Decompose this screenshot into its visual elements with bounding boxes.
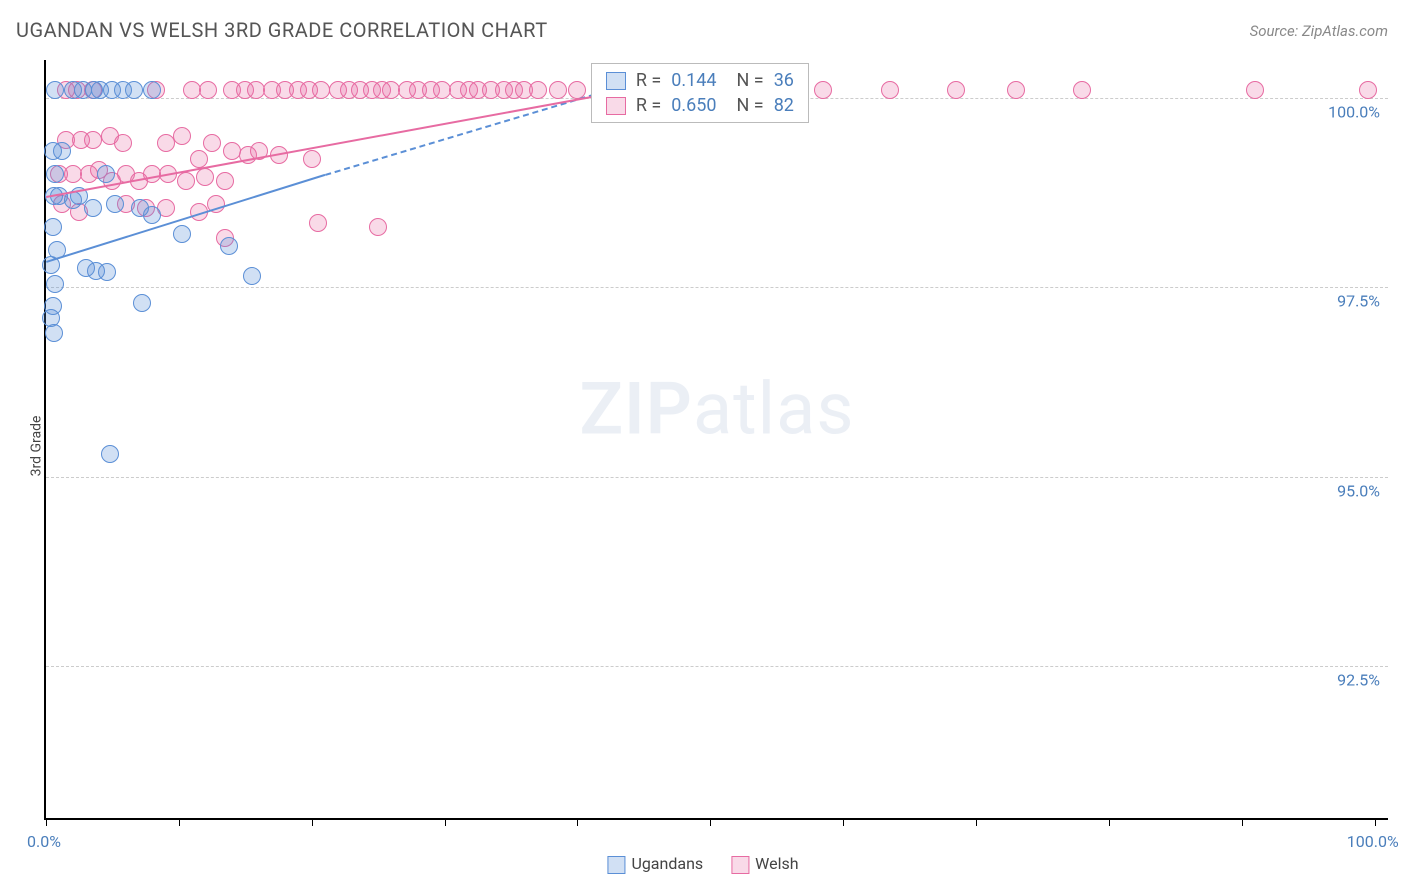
data-point-welsh — [173, 127, 191, 145]
data-point-welsh — [529, 81, 547, 99]
data-point-ugandans — [106, 195, 124, 213]
legend-item-ugandans: Ugandans — [607, 854, 703, 874]
stats-swatch-ugandans — [606, 72, 626, 90]
data-point-welsh — [177, 172, 195, 190]
data-point-ugandans — [97, 165, 115, 183]
stats-r-value: 0.144 — [671, 70, 716, 91]
data-point-ugandans — [143, 81, 161, 99]
x-tick — [843, 818, 844, 826]
x-tick — [710, 818, 711, 826]
legend-swatch-ugandans — [607, 856, 625, 874]
data-point-welsh — [312, 81, 330, 99]
x-tick-label-left: 0.0% — [27, 832, 61, 851]
data-point-ugandans — [243, 267, 261, 285]
x-tick — [46, 818, 47, 826]
data-point-ugandans — [46, 165, 64, 183]
y-gridline — [46, 477, 1388, 478]
legend-label: Welsh — [755, 854, 798, 873]
data-point-welsh — [203, 134, 221, 152]
y-gridline — [46, 666, 1388, 667]
data-point-welsh — [881, 81, 899, 99]
data-point-welsh — [84, 131, 102, 149]
data-point-welsh — [369, 218, 387, 236]
data-point-welsh — [1359, 81, 1377, 99]
data-point-ugandans — [98, 263, 116, 281]
x-tick — [445, 818, 446, 826]
data-point-welsh — [114, 134, 132, 152]
stats-r-value: 0.650 — [671, 95, 716, 116]
stats-n-value: 82 — [774, 95, 794, 116]
stats-n-label: N = — [737, 70, 764, 91]
legend-swatch-welsh — [731, 856, 749, 874]
y-gridline — [46, 287, 1388, 288]
data-point-welsh — [1007, 81, 1025, 99]
data-point-welsh — [216, 172, 234, 190]
x-tick-label-right: 100.0% — [1347, 832, 1399, 851]
data-point-welsh — [1246, 81, 1264, 99]
stats-r-label: R = — [636, 70, 661, 91]
data-point-ugandans — [46, 275, 64, 293]
y-axis-title: 3rd Grade — [28, 416, 44, 477]
x-tick — [1242, 818, 1243, 826]
data-point-ugandans — [45, 324, 63, 342]
stats-swatch-welsh — [606, 97, 626, 115]
chart-title: UGANDAN VS WELSH 3RD GRADE CORRELATION C… — [16, 18, 548, 42]
data-point-ugandans — [133, 294, 151, 312]
legend-label: Ugandans — [631, 854, 703, 873]
x-tick — [1109, 818, 1110, 826]
watermark-rest: atlas — [693, 366, 855, 451]
y-tick-label: 95.0% — [1337, 481, 1380, 500]
x-tick — [312, 818, 313, 826]
data-point-welsh — [947, 81, 965, 99]
data-point-ugandans — [101, 445, 119, 463]
data-point-welsh — [303, 150, 321, 168]
bottom-legend: Ugandans Welsh — [607, 854, 798, 874]
watermark: ZIPatlas — [579, 366, 854, 451]
data-point-welsh — [196, 168, 214, 186]
data-point-welsh — [549, 81, 567, 99]
data-point-ugandans — [125, 81, 143, 99]
data-point-ugandans — [46, 81, 64, 99]
watermark-bold: ZIP — [579, 366, 692, 451]
data-point-ugandans — [220, 237, 238, 255]
data-point-welsh — [309, 214, 327, 232]
data-point-ugandans — [143, 206, 161, 224]
data-point-ugandans — [44, 218, 62, 236]
x-tick — [577, 818, 578, 826]
legend-item-welsh: Welsh — [731, 854, 798, 874]
stats-r-label: R = — [636, 95, 661, 116]
data-point-welsh — [1073, 81, 1091, 99]
stats-n-label: N = — [737, 95, 764, 116]
y-tick-label: 100.0% — [1328, 102, 1380, 121]
data-point-ugandans — [173, 225, 191, 243]
x-tick — [976, 818, 977, 826]
data-point-welsh — [199, 81, 217, 99]
y-tick-label: 92.5% — [1337, 671, 1380, 690]
data-point-welsh — [814, 81, 832, 99]
x-tick — [179, 818, 180, 826]
data-point-welsh — [190, 150, 208, 168]
source-label: Source: ZipAtlas.com — [1250, 22, 1388, 40]
data-point-ugandans — [53, 142, 71, 160]
data-point-ugandans — [84, 199, 102, 217]
stats-row-welsh: R = 0.650 N = 82 — [606, 95, 794, 116]
plot-area: ZIPatlas 100.0% 97.5% 95.0% 92.5% R = 0.144 N … — [44, 60, 1388, 820]
stats-n-value: 36 — [774, 70, 794, 91]
stats-row-ugandans: R = 0.144 N = 36 — [606, 70, 794, 91]
stats-box: R = 0.144 N = 36 R = 0.650 N = 82 — [591, 63, 809, 123]
x-tick — [1375, 818, 1376, 826]
y-tick-label: 97.5% — [1337, 292, 1380, 311]
